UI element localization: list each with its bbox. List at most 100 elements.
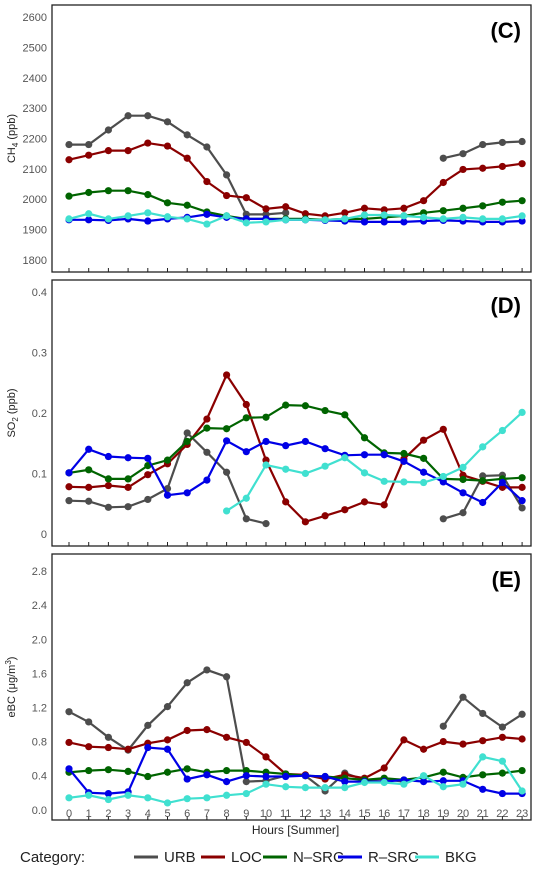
data-point [242, 778, 250, 786]
data-point [144, 139, 152, 147]
data-point [301, 437, 309, 446]
data-point [124, 503, 132, 511]
data-point [400, 218, 408, 226]
data-point [498, 757, 506, 765]
data-point [144, 772, 152, 781]
data-point [518, 217, 526, 225]
data-point [360, 778, 369, 787]
data-point [242, 789, 250, 798]
data-point [242, 772, 250, 780]
data-point [65, 794, 73, 802]
data-point [479, 477, 487, 485]
data-point [104, 795, 112, 804]
data-point [380, 778, 388, 787]
data-point [400, 212, 408, 220]
x-tick-label: 6 [184, 808, 190, 820]
data-point [85, 210, 93, 218]
data-point [242, 448, 250, 456]
data-point [124, 454, 132, 462]
y-axis-label: CH4 (ppb) [6, 114, 20, 163]
x-axis-title: Hours [Summer] [252, 823, 339, 837]
series-line [226, 411, 523, 512]
data-point [144, 495, 152, 504]
data-point [144, 191, 152, 199]
x-tick-label: 22 [496, 808, 508, 820]
legend-item-label: N–SRC [293, 849, 344, 866]
data-point [65, 483, 73, 491]
panel-e: 0.0 0.4 0.8 1.2 1.6 2.0 2.4 2.8 eBC (μg/m3) (E) 0 1… [4, 553, 532, 837]
data-point [65, 738, 73, 747]
data-point [439, 515, 447, 523]
data-point [282, 401, 290, 409]
x-tick-label: 12 [299, 808, 311, 820]
data-point [85, 151, 93, 159]
data-point [104, 126, 112, 134]
data-point [498, 789, 506, 798]
data-point [321, 784, 329, 792]
data-point [479, 498, 487, 507]
series-urb [65, 112, 526, 218]
y-tick-label: 0.4 [32, 287, 47, 299]
y-tick-label: 1800 [23, 255, 47, 267]
data-point [498, 769, 506, 777]
data-point [65, 215, 73, 223]
data-point [420, 778, 428, 786]
data-point [124, 791, 132, 799]
data-point [400, 736, 408, 744]
data-point [183, 131, 191, 139]
data-point [85, 140, 93, 149]
data-point [518, 787, 526, 795]
data-point [262, 413, 270, 421]
panel-label: (C) [490, 18, 521, 43]
data-point [242, 515, 250, 523]
data-point [242, 194, 250, 202]
data-point [144, 217, 152, 225]
data-point [65, 140, 73, 149]
data-point [242, 494, 250, 502]
data-point [459, 509, 467, 517]
data-point [479, 202, 487, 210]
data-point [262, 780, 270, 788]
data-point [203, 666, 211, 674]
data-point [223, 437, 231, 445]
data-point [203, 476, 211, 484]
data-point [262, 218, 270, 226]
data-point [203, 210, 211, 218]
data-point [439, 722, 447, 730]
data-point [301, 210, 309, 218]
data-point [124, 767, 132, 776]
data-point [439, 178, 447, 187]
data-point [400, 457, 408, 465]
series-urb [65, 429, 526, 528]
data-point [183, 726, 191, 735]
data-point [242, 414, 250, 422]
data-point [479, 753, 487, 761]
data-point [104, 452, 112, 461]
data-point [380, 211, 388, 219]
data-point [163, 736, 172, 744]
x-tick-label: 9 [243, 808, 249, 820]
data-point [223, 507, 231, 515]
data-point [380, 206, 388, 214]
data-point [144, 721, 152, 729]
data-point [341, 209, 349, 217]
data-point [183, 489, 191, 497]
data-point [479, 785, 487, 793]
data-point [439, 768, 447, 776]
x-tick-label: 19 [437, 808, 449, 820]
data-point [124, 745, 132, 753]
data-point [301, 772, 309, 780]
data-point [124, 483, 132, 491]
data-point [85, 445, 93, 453]
data-point [459, 150, 467, 158]
data-point [163, 199, 172, 207]
x-tick-label: 5 [164, 808, 170, 820]
data-point [380, 501, 388, 509]
data-point [203, 143, 211, 151]
data-point [282, 216, 290, 224]
data-point [459, 204, 467, 212]
x-tick-label: 13 [319, 808, 331, 820]
data-point [183, 154, 191, 162]
data-point [518, 160, 526, 168]
